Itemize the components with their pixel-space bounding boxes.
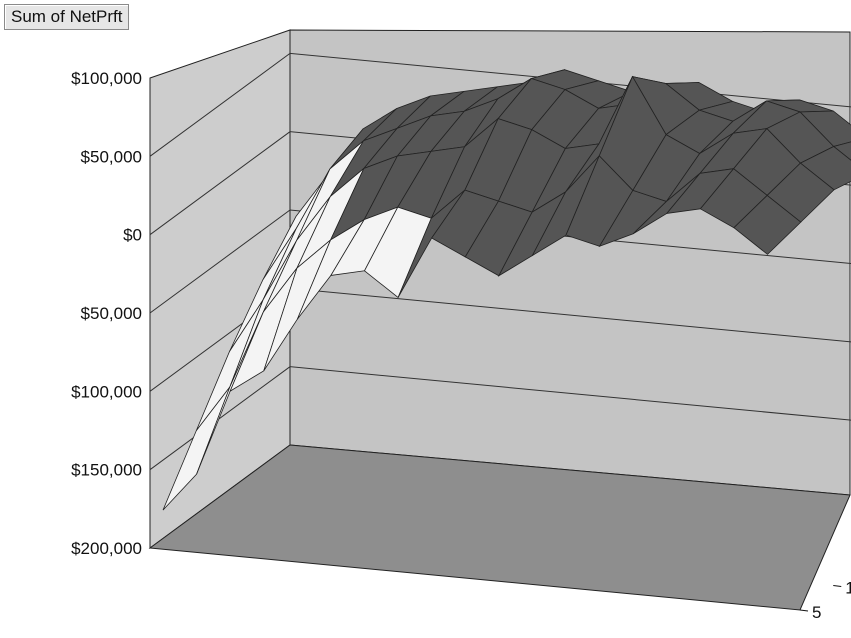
- sum-of-netprft-field-button[interactable]: Sum of NetPrft: [4, 4, 130, 30]
- depth-tick-label: 15: [845, 579, 851, 598]
- gridline: [149, 209, 851, 314]
- depth-tick-label: 5: [812, 603, 821, 622]
- depth-tick: [833, 585, 842, 588]
- depth-axis-ticks: 515253545: [799, 579, 851, 622]
- z-tick-label: $50,000: [81, 147, 142, 166]
- surface-plot: [162, 69, 851, 511]
- z-axis-ticks: $100,000 $50,000 $0 $50,000 $100,000 $150,000…: [71, 69, 142, 558]
- z-tick-label: $50,000: [81, 304, 142, 323]
- gridline: [149, 52, 851, 157]
- z-tick-label: $150,000: [71, 461, 142, 480]
- surface-patch: [832, 141, 851, 161]
- z-tick-label: $200,000: [71, 539, 142, 558]
- surface-patch: [733, 194, 802, 255]
- depth-tick: [799, 609, 809, 612]
- z-tick-label: $0: [123, 226, 142, 245]
- z-tick-label: $100,000: [71, 382, 142, 401]
- floor: [148, 444, 851, 611]
- z-tick-label: $100,000: [71, 69, 142, 88]
